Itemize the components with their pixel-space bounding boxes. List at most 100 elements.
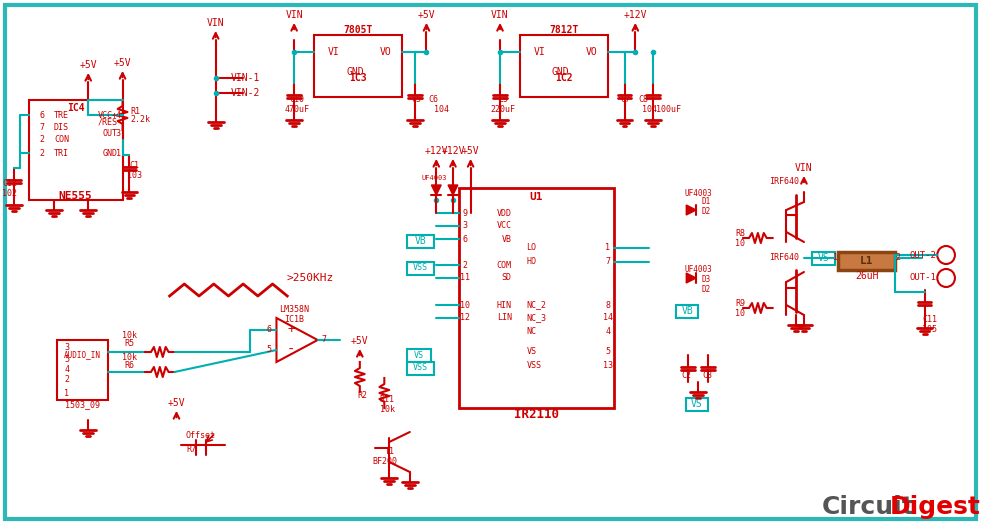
- Text: SD: SD: [502, 274, 512, 282]
- Text: VSS: VSS: [413, 264, 428, 272]
- Text: +5V: +5V: [462, 146, 479, 156]
- Text: C2: C2: [681, 370, 691, 379]
- Text: 7: 7: [40, 123, 45, 132]
- Text: 6: 6: [40, 111, 45, 119]
- Text: VO: VO: [379, 47, 391, 57]
- Text: R2: R2: [358, 390, 368, 399]
- Text: TRI: TRI: [54, 148, 69, 158]
- Text: 6: 6: [462, 235, 467, 244]
- Text: TRE: TRE: [54, 111, 69, 119]
- Text: /RES: /RES: [98, 117, 118, 126]
- Text: C7: C7: [621, 95, 631, 104]
- Text: GND: GND: [552, 67, 570, 77]
- Text: OUT: OUT: [103, 128, 118, 137]
- Polygon shape: [431, 185, 441, 195]
- Text: VIN: VIN: [285, 10, 303, 20]
- Text: U1: U1: [530, 192, 543, 202]
- Text: NC: NC: [526, 326, 536, 335]
- Text: OUT-1: OUT-1: [909, 274, 936, 282]
- Text: 1: 1: [116, 148, 121, 158]
- Text: OUT-2: OUT-2: [909, 250, 936, 259]
- Text: VCC: VCC: [497, 222, 512, 231]
- Text: 104: 104: [434, 105, 449, 115]
- Text: +5V: +5V: [351, 336, 369, 346]
- Text: R11: R11: [380, 396, 395, 405]
- Text: LO: LO: [526, 244, 536, 253]
- Text: 2: 2: [40, 148, 45, 158]
- Text: VIN-2: VIN-2: [230, 88, 260, 98]
- Text: 3: 3: [116, 128, 121, 137]
- Text: C1: C1: [129, 160, 139, 169]
- Text: 7812T: 7812T: [549, 25, 578, 35]
- Text: 26uH: 26uH: [855, 271, 878, 281]
- Bar: [520, 35, 608, 97]
- Text: VI: VI: [533, 47, 545, 57]
- Text: 2: 2: [462, 260, 467, 269]
- Bar: [407, 362, 434, 375]
- Text: 7: 7: [605, 257, 610, 267]
- Text: VCC+: VCC+: [98, 111, 118, 119]
- Text: Circuit: Circuit: [822, 495, 914, 519]
- Text: VS: VS: [526, 347, 536, 356]
- Text: IC2: IC2: [555, 73, 573, 83]
- Text: BF200: BF200: [373, 457, 398, 466]
- Text: IR2110: IR2110: [514, 409, 559, 421]
- Text: C6: C6: [428, 95, 438, 104]
- Text: UF4003: UF4003: [684, 189, 712, 198]
- Text: 3: 3: [462, 222, 467, 231]
- Text: 4: 4: [64, 366, 69, 375]
- Text: UF4003: UF4003: [422, 175, 447, 181]
- Text: VS: VS: [691, 399, 703, 409]
- Text: -: -: [287, 343, 295, 357]
- Text: >250KHz: >250KHz: [286, 273, 334, 283]
- Text: COM: COM: [497, 260, 512, 269]
- Text: IRF640: IRF640: [769, 254, 799, 263]
- Text: 5: 5: [64, 355, 69, 365]
- Text: GND: GND: [103, 148, 118, 158]
- Text: 10k: 10k: [122, 331, 137, 340]
- Text: 1: 1: [605, 244, 610, 253]
- Text: 100uF: 100uF: [656, 105, 681, 115]
- Text: R6: R6: [124, 361, 134, 369]
- Bar: [314, 35, 402, 97]
- Text: HIN: HIN: [497, 300, 512, 310]
- Text: +12V: +12V: [425, 146, 448, 156]
- Text: D2: D2: [701, 208, 711, 216]
- Text: 5: 5: [266, 345, 271, 355]
- Polygon shape: [448, 185, 458, 195]
- Text: 13: 13: [603, 361, 613, 369]
- Text: 4: 4: [605, 326, 610, 335]
- Text: 14: 14: [603, 313, 613, 322]
- Text: HO: HO: [526, 257, 536, 267]
- Bar: [686, 398, 708, 411]
- Text: NC_3: NC_3: [526, 313, 546, 322]
- Bar: [676, 305, 698, 318]
- Text: +: +: [287, 323, 295, 336]
- Text: IRF640: IRF640: [769, 178, 799, 187]
- Text: C3: C3: [703, 370, 713, 379]
- Bar: [407, 349, 431, 362]
- Text: 11: 11: [460, 274, 470, 282]
- Text: VI: VI: [327, 47, 339, 57]
- Text: 1: 1: [64, 388, 69, 398]
- Text: C12: C12: [2, 179, 17, 188]
- Text: 4: 4: [116, 111, 121, 119]
- Text: GND: GND: [346, 67, 364, 77]
- Text: 10: 10: [735, 309, 745, 318]
- Text: 2: 2: [896, 253, 901, 261]
- Text: 10k: 10k: [122, 354, 137, 363]
- Text: VIN: VIN: [795, 163, 813, 173]
- Bar: [459, 188, 614, 408]
- Text: VO: VO: [585, 47, 597, 57]
- Text: VS: VS: [818, 253, 829, 263]
- Text: +5V: +5V: [79, 60, 97, 70]
- Bar: [812, 252, 835, 265]
- Text: C5: C5: [412, 95, 422, 104]
- Text: 220uF: 220uF: [490, 105, 515, 115]
- Bar: [29, 100, 123, 200]
- Text: VS: VS: [414, 351, 424, 359]
- Text: 10k: 10k: [380, 406, 395, 414]
- Text: 104: 104: [642, 105, 657, 115]
- Bar: [407, 262, 434, 275]
- Text: VDD: VDD: [497, 209, 512, 217]
